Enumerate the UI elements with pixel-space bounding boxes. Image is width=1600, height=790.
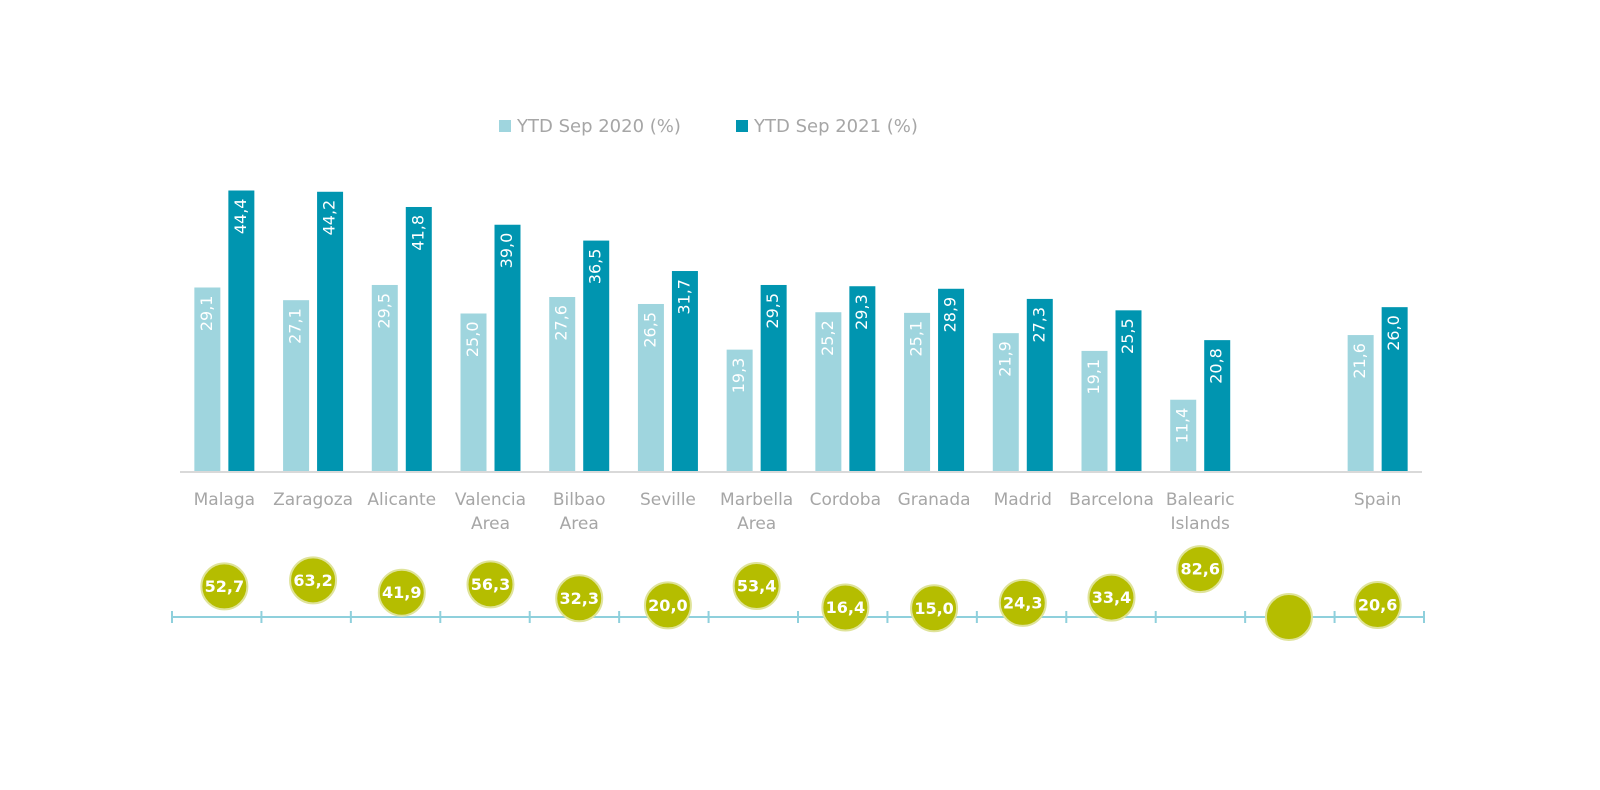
x-tick-label: Malaga — [194, 490, 255, 510]
bubble — [643, 581, 692, 630]
bar — [583, 240, 610, 472]
bubble — [289, 556, 338, 605]
bar — [460, 313, 487, 472]
bar — [760, 284, 787, 472]
bubble — [998, 578, 1047, 627]
bar — [671, 271, 698, 472]
bubble — [910, 584, 959, 633]
bar — [1081, 350, 1108, 472]
bar — [1026, 298, 1053, 472]
data-label: 41,8 — [408, 215, 427, 251]
bar — [549, 297, 576, 472]
bubble-label: 15,0 — [914, 599, 953, 618]
data-label: 29,5 — [374, 293, 393, 329]
data-label: 44,4 — [231, 199, 250, 235]
data-label: 26,0 — [1384, 315, 1403, 351]
bubble-label: 16,4 — [826, 598, 865, 617]
data-label: 31,7 — [674, 279, 693, 315]
bar — [637, 303, 664, 472]
x-tick-label: Alicante — [367, 490, 436, 510]
x-tick-label: Spain — [1354, 490, 1402, 510]
data-label: 44,2 — [320, 200, 339, 236]
bar — [194, 287, 221, 472]
bubble — [1353, 581, 1402, 630]
bubble — [821, 583, 870, 632]
legend-label: YTD Sep 2020 (%) — [516, 116, 681, 137]
x-tick-label: Balearic Islands — [1166, 490, 1235, 534]
data-label: 19,1 — [1084, 359, 1103, 395]
data-label: 29,1 — [197, 296, 216, 332]
bubble-label: 41,9 — [382, 583, 421, 602]
bubble — [377, 568, 426, 617]
bubble — [200, 562, 249, 611]
legend-label: YTD Sep 2021 (%) — [753, 116, 918, 137]
data-label: 25,2 — [818, 320, 837, 356]
bubble — [1264, 593, 1313, 641]
bubble — [1176, 545, 1225, 594]
legend-swatch — [736, 120, 748, 132]
bubble-label: 20,6 — [1358, 596, 1397, 615]
data-label: 19,3 — [729, 358, 748, 394]
bar — [1347, 335, 1374, 472]
x-tick-label: Cordoba — [810, 490, 881, 510]
bubble-label: 53,4 — [737, 577, 776, 596]
data-label: 28,9 — [941, 297, 960, 333]
bubble — [1087, 573, 1136, 622]
x-tick-label: Valencia Area — [455, 490, 526, 534]
data-label: 29,5 — [763, 293, 782, 329]
bubble-label: 20,0 — [648, 596, 687, 615]
data-label: 29,3 — [852, 294, 871, 330]
bubble-label: 33,4 — [1092, 588, 1131, 607]
x-tick-label: Marbella Area — [720, 490, 793, 534]
data-label: 26,5 — [640, 312, 659, 348]
bubble-label: 56,3 — [471, 575, 510, 594]
bar — [1204, 340, 1231, 472]
data-label: 36,5 — [586, 249, 605, 285]
legend-swatch — [499, 120, 511, 132]
bubble-label: 82,6 — [1180, 560, 1219, 579]
x-tick-label: Zaragoza — [273, 490, 353, 510]
data-label: 25,0 — [463, 322, 482, 358]
data-label: 27,3 — [1029, 307, 1048, 343]
data-label: 21,6 — [1350, 343, 1369, 379]
bar — [938, 288, 965, 472]
bar — [904, 312, 931, 472]
x-tick-label: Barcelona — [1069, 490, 1154, 510]
bubble-label: 24,3 — [1003, 593, 1042, 612]
bar — [1381, 307, 1408, 472]
data-label: 27,1 — [286, 308, 305, 344]
bar — [317, 191, 344, 472]
bar — [726, 349, 753, 472]
bubble — [466, 560, 515, 609]
bubble — [732, 562, 781, 611]
data-label: 25,5 — [1118, 318, 1137, 354]
x-tick-label: Seville — [640, 490, 696, 510]
bar — [849, 286, 876, 472]
bar — [371, 284, 398, 472]
bar — [228, 190, 255, 472]
bubble — [555, 574, 604, 623]
data-label: 20,8 — [1207, 348, 1226, 384]
data-label: 25,1 — [907, 321, 926, 357]
data-label: 11,4 — [1173, 408, 1192, 444]
data-label: 27,6 — [552, 305, 571, 341]
x-tick-label: Granada — [898, 490, 971, 510]
x-tick-label: Bilbao Area — [553, 490, 606, 534]
bar — [405, 206, 432, 472]
bubble-label: 32,3 — [559, 589, 598, 608]
bubble-label: 63,2 — [293, 571, 332, 590]
x-tick-label: Madrid — [994, 490, 1052, 510]
bar — [1170, 399, 1197, 472]
data-label: 39,0 — [497, 233, 516, 269]
bar — [992, 333, 1019, 472]
bar — [283, 300, 310, 472]
data-label: 21,9 — [995, 341, 1014, 377]
bubble-label: 52,7 — [205, 577, 244, 596]
bar — [494, 224, 521, 472]
bar — [815, 312, 842, 472]
bar — [1115, 310, 1142, 472]
